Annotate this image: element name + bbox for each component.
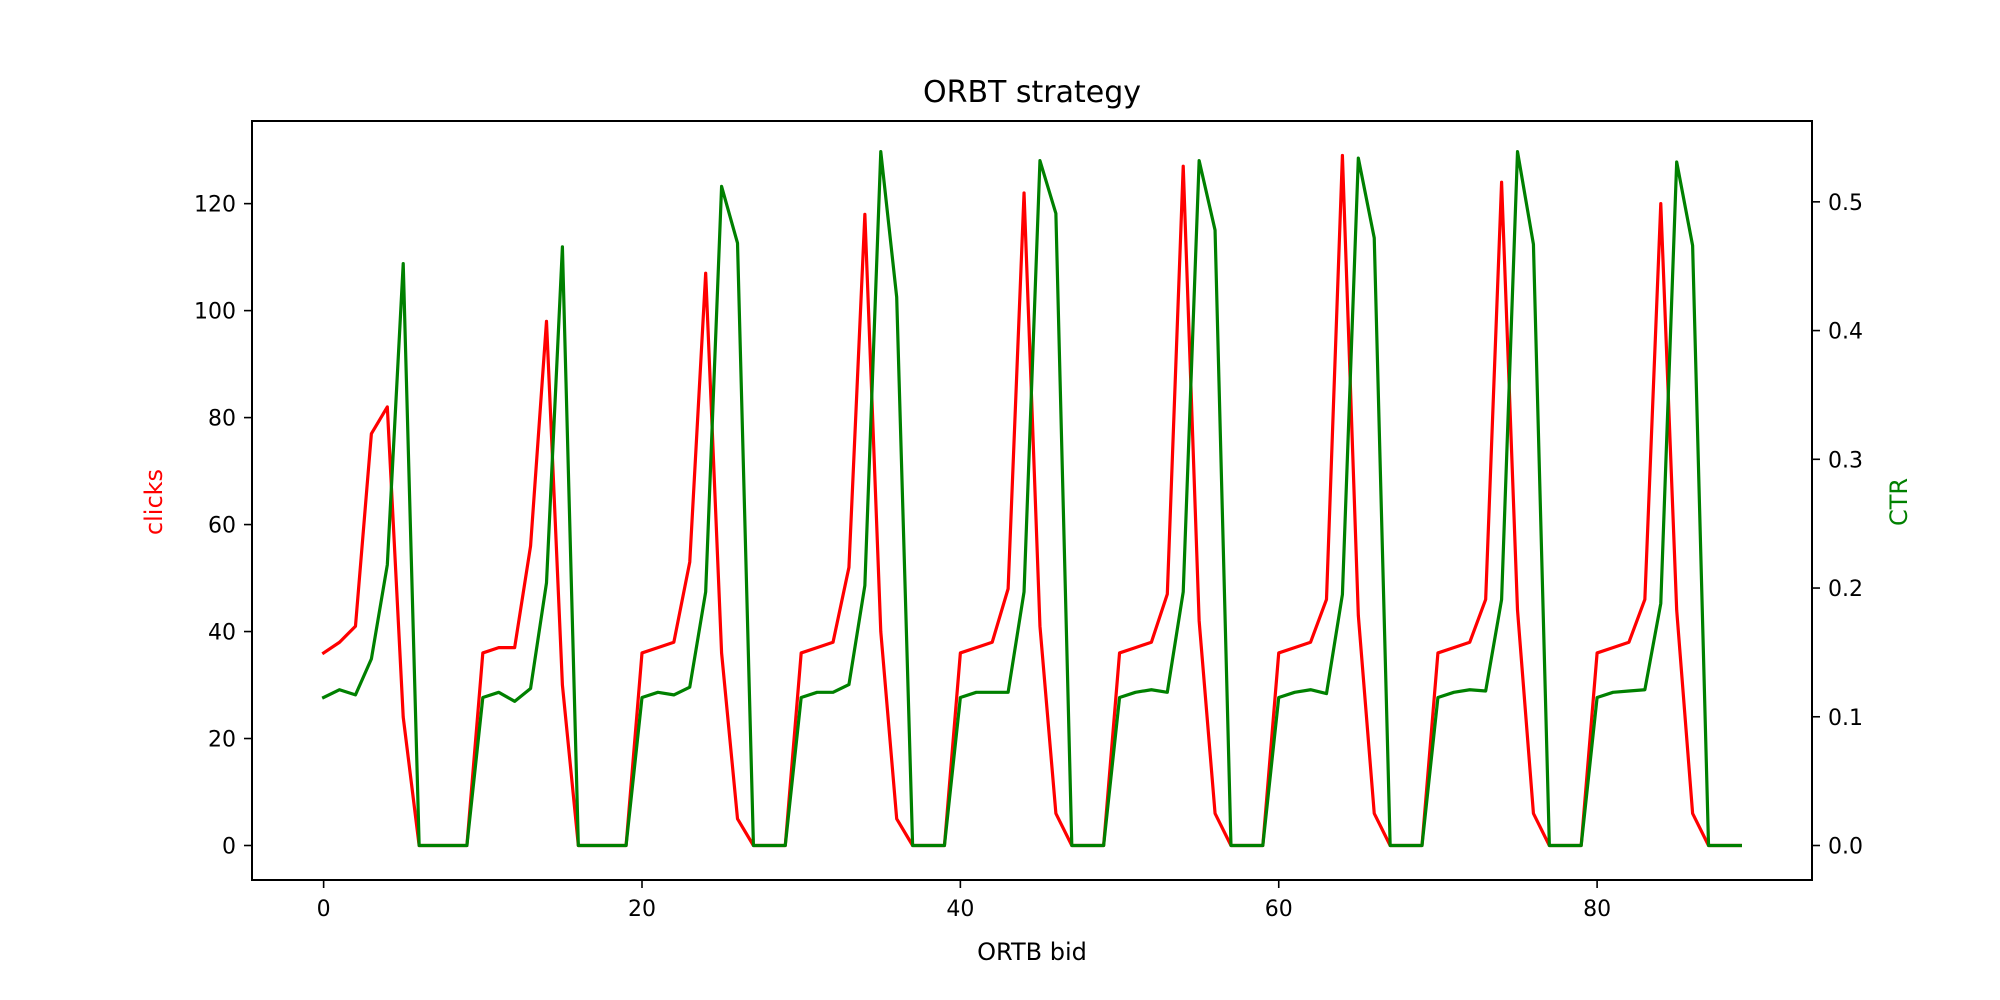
- y-tick-label-right: 0.1: [1828, 706, 1863, 731]
- y-tick-label-right: 0.3: [1828, 448, 1863, 473]
- plot-area: [321, 150, 1742, 848]
- x-tick-label: 40: [946, 897, 974, 922]
- series-line-ctr: [321, 150, 1742, 848]
- y-tick-label-left: 0: [222, 835, 236, 860]
- x-tick-label: 20: [628, 897, 656, 922]
- y-tick-label-right: 0.5: [1828, 191, 1863, 216]
- x-tick-label: 60: [1265, 897, 1293, 922]
- y-tick-label-left: 40: [208, 621, 236, 646]
- y-tick-label-left: 80: [208, 407, 236, 432]
- chart-title: ORBT strategy: [923, 75, 1141, 110]
- x-tick-label: 0: [317, 897, 331, 922]
- y-tick-label-left: 120: [194, 193, 236, 218]
- plot-frame: [251, 120, 1813, 881]
- y-tick-label-right: 0.0: [1828, 835, 1863, 860]
- y-tick-label-left: 20: [208, 728, 236, 753]
- axes: 0 20 40 60 80 0 20 40 60 80 100 120 0.0 0.1 0.2 0.3 0.4 0…: [194, 120, 1863, 922]
- x-tick-label: 80: [1583, 897, 1611, 922]
- y-axis-title-right: CTR: [1885, 478, 1913, 526]
- y-tick-label-right: 0.2: [1828, 577, 1863, 602]
- y-tick-label-left: 100: [194, 300, 236, 325]
- y-axis-title-left: clicks: [140, 469, 168, 535]
- x-axis-title: ORTB bid: [977, 938, 1087, 966]
- y-tick-label-left: 60: [208, 514, 236, 539]
- y-tick-label-right: 0.4: [1828, 320, 1863, 345]
